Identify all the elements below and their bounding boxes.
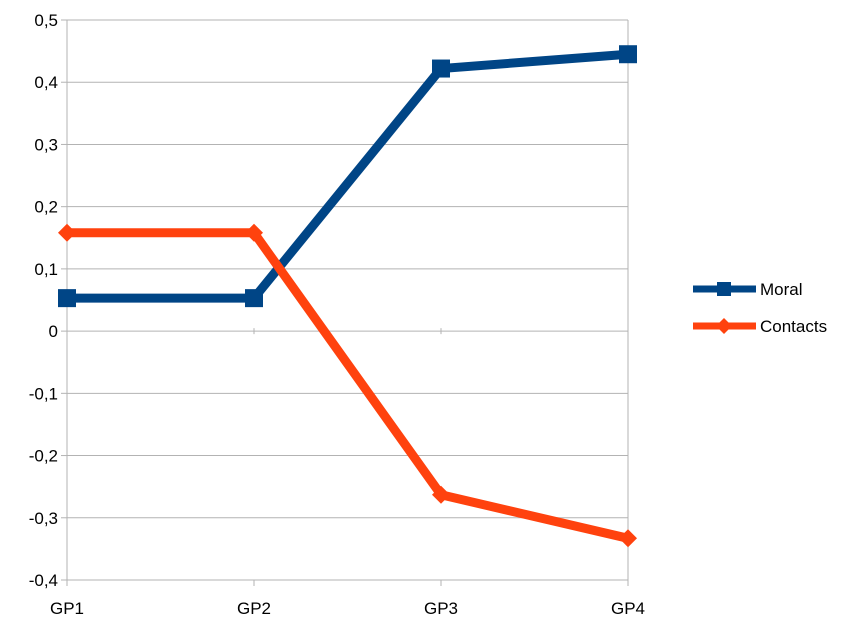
data-point-moral	[58, 289, 76, 308]
legend-label-contacts: Contacts	[760, 317, 827, 336]
data-point-contacts	[245, 223, 263, 242]
data-point-contacts	[432, 485, 450, 504]
data-point-contacts	[619, 529, 637, 548]
y-tick-label: 0,1	[34, 260, 58, 279]
y-tick-label: -0,1	[29, 384, 58, 403]
y-tick-label: -0,2	[29, 447, 58, 466]
y-tick-label: 0,4	[34, 73, 58, 92]
series-line-contacts	[67, 228, 630, 543]
y-tick-label: 0,2	[34, 198, 58, 217]
series-markers	[58, 45, 637, 548]
y-tick-label: 0,5	[34, 11, 58, 30]
legend-marker-moral	[717, 282, 731, 296]
x-tick-label: GP2	[237, 599, 271, 618]
y-tick-label: 0	[49, 322, 58, 341]
y-tick-label: 0,3	[34, 135, 58, 154]
legend-marker-contacts	[716, 318, 732, 334]
data-point-moral	[432, 59, 450, 78]
y-tick-label: -0,3	[29, 509, 58, 528]
x-axis: GP1 GP2 GP3 GP4	[50, 328, 645, 618]
data-point-moral	[619, 45, 637, 64]
series-lines	[67, 49, 630, 543]
x-tick-label: GP1	[50, 599, 84, 618]
x-tick-label: GP4	[611, 599, 645, 618]
y-tick-label: -0,4	[29, 571, 58, 590]
data-point-moral	[245, 289, 263, 308]
legend: Moral Contacts	[693, 280, 827, 336]
legend-label-moral: Moral	[760, 280, 803, 299]
y-axis: 0,5 0,4 0,3 0,2 0,1 0 -0,1 -0,2 -0,3 -0,4	[29, 11, 68, 590]
series-line-moral	[67, 49, 629, 303]
data-point-contacts	[58, 223, 76, 242]
x-tick-label: GP3	[424, 599, 458, 618]
